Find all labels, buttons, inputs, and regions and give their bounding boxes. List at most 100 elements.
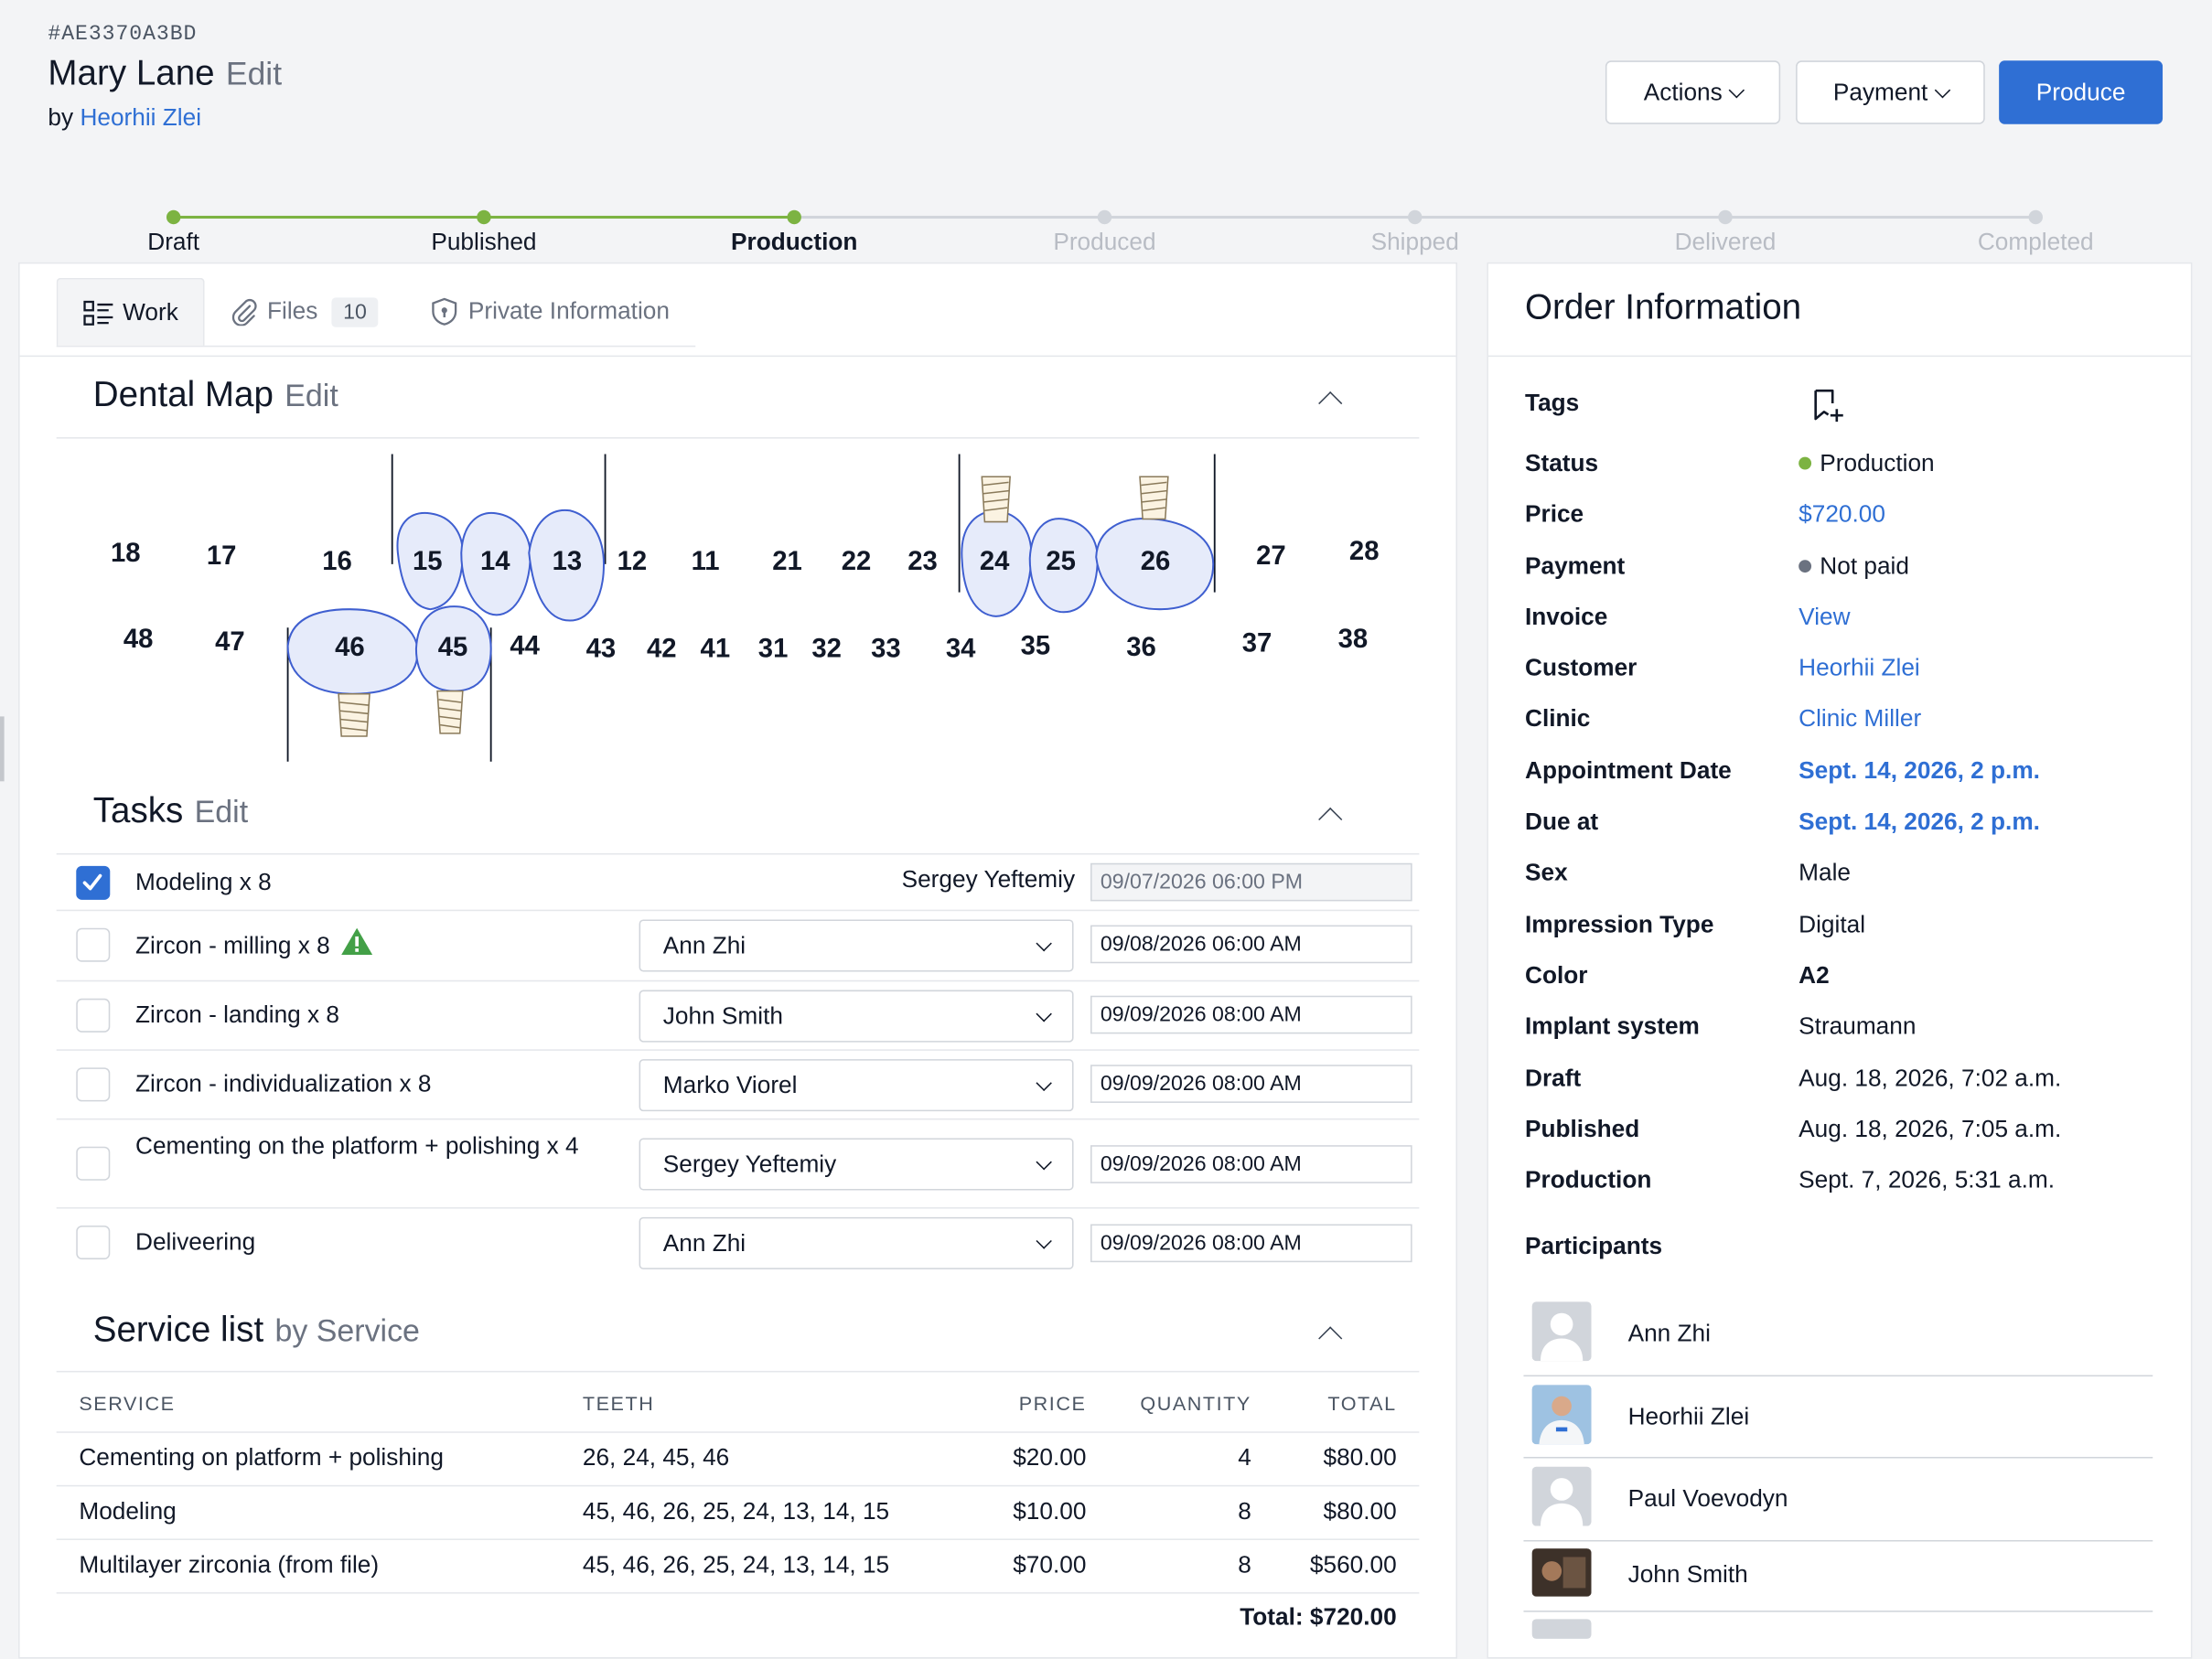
- tooth-number-21[interactable]: 21: [772, 546, 802, 576]
- task-row: Cementing on the platform + polishing x …: [56, 1118, 1420, 1207]
- task-assignee-select[interactable]: Marko Viorel: [639, 1059, 1074, 1112]
- impression-type-label: Impression Type: [1525, 911, 1714, 938]
- tooth-number-31[interactable]: 31: [758, 634, 789, 664]
- user-photo-icon: [1531, 1548, 1592, 1597]
- task-row: Zircon - milling x 8 Ann Zhi 09/08/2026 …: [56, 909, 1420, 980]
- tooth-number-26[interactable]: 26: [1141, 546, 1171, 576]
- invoice-view-link[interactable]: View: [1799, 604, 1851, 631]
- col-quantity: QUANTITY: [1140, 1392, 1251, 1415]
- user-placeholder-icon: [1540, 1478, 1584, 1526]
- task-due-date[interactable]: 09/09/2026 08:00 AM: [1090, 995, 1412, 1034]
- implant-system-value: Straumann: [1799, 1012, 1917, 1040]
- tooth-number-28[interactable]: 28: [1349, 536, 1380, 566]
- task-checkbox[interactable]: [76, 1226, 111, 1260]
- color-label: Color: [1525, 961, 1588, 990]
- tooth-number-12[interactable]: 12: [617, 546, 648, 576]
- chevron-down-icon: [1036, 1232, 1052, 1249]
- tooth-number-16[interactable]: 16: [322, 546, 352, 576]
- step-dot-draft: [166, 209, 181, 225]
- payment-dot-icon: [1799, 560, 1812, 573]
- tooth-number-14[interactable]: 14: [480, 546, 510, 576]
- task-checkbox[interactable]: [76, 865, 111, 900]
- tooth-number-11[interactable]: 11: [692, 546, 720, 576]
- dental-map[interactable]: 18 17 16 15 14 13 12 11 21 22 23 24 25 26 27 28 48 47 46 45…: [57, 440, 1420, 771]
- task-due-date[interactable]: 09/09/2026 08:00 AM: [1090, 1145, 1412, 1183]
- tooth-number-13[interactable]: 13: [553, 546, 583, 576]
- task-name: Deliveering: [135, 1228, 256, 1256]
- chevron-down-icon: [1036, 1074, 1052, 1091]
- tooth-number-43[interactable]: 43: [586, 634, 617, 664]
- tooth-number-27[interactable]: 27: [1256, 541, 1286, 571]
- produce-button[interactable]: Produce: [1999, 60, 2164, 124]
- service-divider: [56, 1370, 1420, 1373]
- tooth-number-46[interactable]: 46: [335, 632, 365, 662]
- dental-map-edit-link[interactable]: Edit: [285, 378, 338, 413]
- task-checkbox[interactable]: [76, 1146, 111, 1181]
- payment-button[interactable]: Payment: [1796, 60, 1985, 124]
- tooth-number-25[interactable]: 25: [1046, 546, 1076, 576]
- tasks-title-text: Tasks: [92, 791, 184, 831]
- task-assignee: Sergey Yeftemiy: [901, 865, 1076, 894]
- task-name: Zircon - individualization x 8: [135, 1070, 432, 1097]
- production-date-value: Sept. 7, 2026, 5:31 a.m.: [1799, 1166, 2056, 1193]
- tooth-number-42[interactable]: 42: [647, 634, 677, 664]
- task-assignee-select[interactable]: Ann Zhi: [639, 919, 1074, 972]
- scrollbar-handle[interactable]: [0, 716, 5, 782]
- clinic-link[interactable]: Clinic Miller: [1799, 705, 1922, 733]
- tooth-number-44[interactable]: 44: [510, 631, 540, 661]
- tab-private-information[interactable]: Private Information: [403, 278, 695, 346]
- col-service: SERVICE: [79, 1392, 176, 1415]
- tooth-number-33[interactable]: 33: [871, 634, 901, 664]
- service-quantity: 8: [1238, 1497, 1251, 1525]
- task-due-date[interactable]: 09/08/2026 06:00 AM: [1090, 925, 1412, 964]
- tooth-number-34[interactable]: 34: [946, 634, 976, 664]
- tooth-number-23[interactable]: 23: [907, 546, 938, 576]
- task-checkbox[interactable]: [76, 998, 111, 1033]
- service-teeth: 45, 46, 26, 25, 24, 13, 14, 15: [582, 1551, 890, 1579]
- customer-link[interactable]: Heorhii Zlei: [1799, 654, 1920, 681]
- tooth-number-32[interactable]: 32: [811, 634, 842, 664]
- tab-work-label: Work: [123, 298, 178, 326]
- actions-button[interactable]: Actions: [1605, 60, 1781, 124]
- task-due-date[interactable]: 09/09/2026 08:00 AM: [1090, 1224, 1412, 1263]
- due-at-link[interactable]: Sept. 14, 2026, 2 p.m.: [1799, 808, 2040, 835]
- author-link[interactable]: Heorhii Zlei: [80, 104, 202, 132]
- tab-work[interactable]: Work: [56, 277, 206, 346]
- avatar-partial: [1531, 1619, 1592, 1639]
- price-link[interactable]: $720.00: [1799, 500, 1885, 528]
- tooth-number-47[interactable]: 47: [215, 626, 245, 657]
- tasks-edit-link[interactable]: Edit: [194, 794, 249, 830]
- appointment-date-link[interactable]: Sept. 14, 2026, 2 p.m.: [1799, 757, 2040, 785]
- task-checkbox[interactable]: [76, 927, 111, 962]
- task-assignee-select[interactable]: Sergey Yeftemiy: [639, 1138, 1074, 1191]
- tooth-number-35[interactable]: 35: [1021, 631, 1051, 661]
- task-due-date[interactable]: 09/09/2026 08:00 AM: [1090, 1065, 1412, 1103]
- tooth-number-36[interactable]: 36: [1126, 632, 1156, 662]
- chevron-down-icon: [1934, 81, 1950, 98]
- draft-date-value: Aug. 18, 2026, 7:02 a.m.: [1799, 1065, 2062, 1092]
- task-assignee-select[interactable]: John Smith: [639, 990, 1074, 1043]
- service-name: Cementing on platform + polishing: [79, 1444, 444, 1472]
- tooth-number-41[interactable]: 41: [701, 634, 731, 664]
- tooth-number-48[interactable]: 48: [123, 624, 154, 654]
- appointment-date-label: Appointment Date: [1525, 757, 1732, 785]
- task-assignee-select[interactable]: Ann Zhi: [639, 1216, 1074, 1269]
- dental-map-title: Dental Map Edit: [93, 375, 338, 416]
- task-checkbox[interactable]: [76, 1067, 111, 1102]
- status-value: Production: [1799, 450, 1935, 478]
- edit-name-link[interactable]: Edit: [225, 55, 283, 92]
- tooth-number-45[interactable]: 45: [438, 632, 468, 662]
- tooth-number-15[interactable]: 15: [413, 546, 443, 576]
- tooth-number-17[interactable]: 17: [207, 541, 237, 571]
- col-total: TOTAL: [1327, 1392, 1397, 1415]
- list-icon: [83, 300, 113, 326]
- tooth-number-22[interactable]: 22: [842, 546, 872, 576]
- tooth-number-37[interactable]: 37: [1242, 627, 1272, 658]
- tooth-number-18[interactable]: 18: [111, 538, 141, 568]
- tab-files[interactable]: Files 10: [205, 278, 403, 346]
- shield-icon: [432, 297, 457, 326]
- tooth-number-38[interactable]: 38: [1338, 624, 1369, 654]
- tooth-number-24[interactable]: 24: [980, 546, 1010, 576]
- add-tag-icon[interactable]: [1810, 387, 1847, 423]
- by-label: by: [48, 104, 74, 132]
